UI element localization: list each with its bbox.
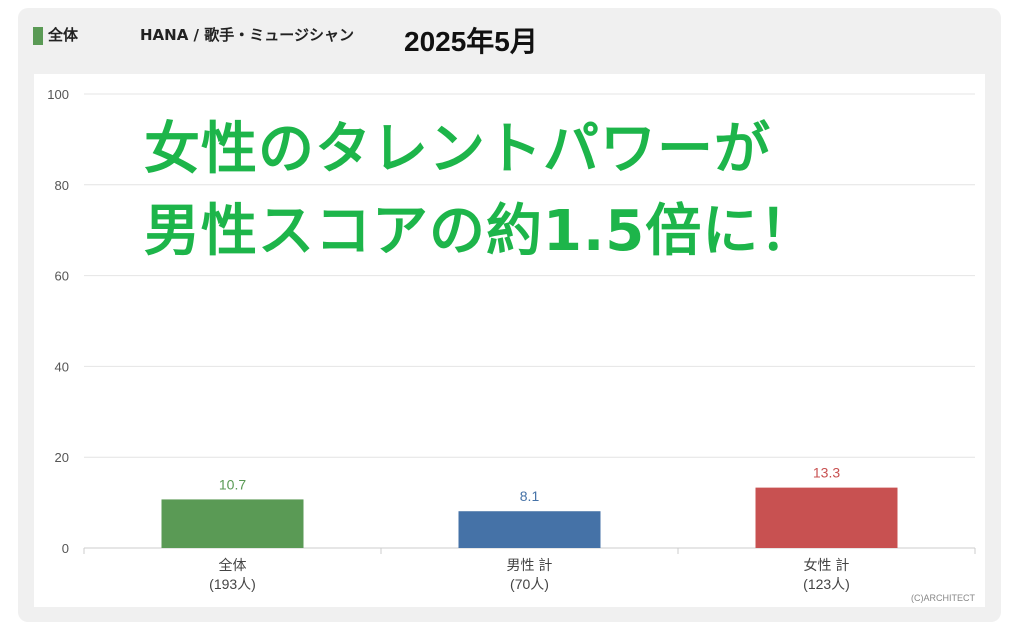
data-label: 10.7 (219, 476, 246, 492)
y-tick-label: 100 (47, 87, 69, 102)
y-tick-label: 0 (62, 541, 69, 556)
headline-line-2: 男性スコアの約1.5倍に！ (144, 199, 817, 264)
segment-color-marker (33, 27, 43, 45)
y-tick-label: 80 (55, 178, 69, 193)
y-tick-label: 40 (55, 359, 69, 374)
x-tick-sublabel: (193人) (209, 576, 256, 592)
subject-title: HANA / 歌手・ミュージシャン (140, 26, 354, 44)
y-tick-label: 60 (55, 269, 69, 284)
chart-header: 全体 HANA / 歌手・ミュージシャン 2025年5月 (18, 8, 1001, 70)
y-tick-label: 20 (55, 450, 69, 465)
x-tick-label: 男性 計 (507, 557, 553, 573)
x-tick-label: 女性 計 (804, 557, 850, 573)
data-label: 13.3 (813, 465, 840, 481)
chart-card: 全体 HANA / 歌手・ミュージシャン 2025年5月 0 20 40 60 80 10… (18, 8, 1001, 622)
copyright-text: (C)ARCHITECT (911, 593, 975, 603)
segment-label: 全体 (48, 26, 79, 44)
x-tick-sublabel: (70人) (510, 576, 549, 592)
bar (161, 499, 304, 548)
bar-chart: 0 20 40 60 80 100 10.7 全体 (193人) 8.1 男性 計 (70人) 13.3… (47, 87, 976, 592)
bar (755, 487, 898, 548)
data-label: 8.1 (520, 488, 540, 504)
period-title: 2025年5月 (404, 26, 538, 57)
x-tick-label: 全体 (219, 557, 247, 573)
headline-line-1: 女性のタレントパワーが (144, 117, 771, 182)
chart-panel: 0 20 40 60 80 100 10.7 全体 (193人) 8.1 男性 計 (70人) 13.3… (34, 74, 985, 607)
x-tick-sublabel: (123人) (803, 576, 850, 592)
bar (458, 511, 601, 548)
